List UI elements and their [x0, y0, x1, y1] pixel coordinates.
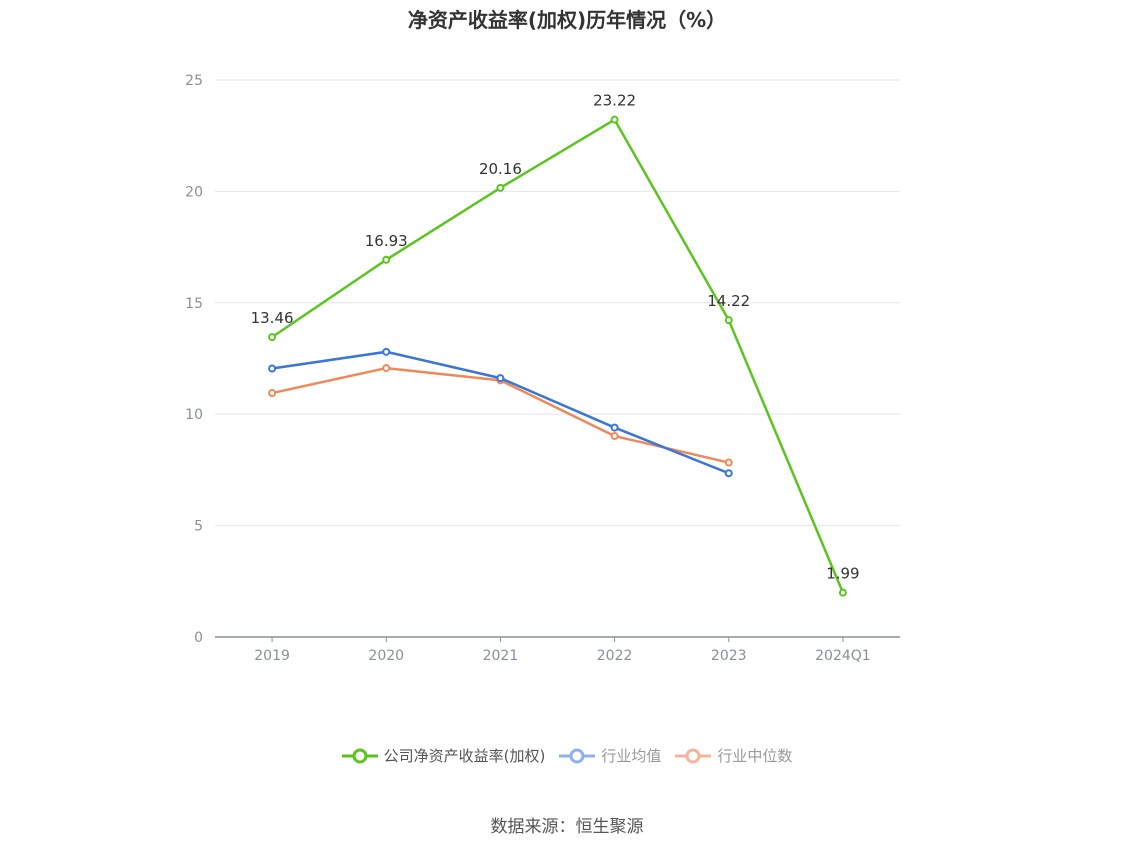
y-tick-label: 0: [194, 630, 203, 646]
data-point: [610, 432, 619, 441]
data-label: 1.99: [826, 565, 859, 583]
data-label: 23.22: [593, 92, 636, 110]
y-tick-label: 25: [185, 73, 203, 89]
chart-title: 净资产收益率(加权)历年情况（%）: [407, 8, 727, 32]
y-tick-label: 5: [194, 519, 203, 535]
data-point: [838, 588, 847, 597]
data-point: [610, 423, 619, 432]
data-label: 20.16: [479, 160, 522, 178]
series-lines: [268, 115, 847, 597]
data-label: 13.46: [251, 309, 294, 327]
data-point: [496, 183, 505, 192]
legend-line-icon: [675, 748, 712, 763]
y-tick-label: 10: [185, 407, 203, 423]
legend-item-industry-median[interactable]: 行业中位数: [675, 745, 792, 766]
data-point: [724, 316, 733, 325]
legend-item-industry-mean[interactable]: 行业均值: [559, 745, 661, 766]
y-tick-label: 15: [185, 296, 203, 312]
legend: 公司净资产收益率(加权) 行业均值 行业中位数: [0, 745, 1134, 766]
axes: 0 5 10 15 20 25 2019 2020 2021 2022 2023 2024Q1: [185, 73, 900, 664]
data-point: [382, 255, 391, 264]
x-tick-label: 2024Q1: [815, 648, 871, 664]
data-label: 16.93: [365, 232, 408, 250]
x-tick-label: 2021: [483, 648, 519, 664]
legend-label: 行业均值: [601, 747, 662, 765]
legend-label: 公司净资产收益率(加权): [383, 747, 546, 765]
data-point: [724, 469, 733, 478]
legend-swatch-circle: [352, 748, 368, 763]
legend-swatch-circle: [685, 748, 701, 763]
x-tick-label: 2019: [254, 648, 290, 664]
data-source: 数据来源：恒生聚源: [490, 817, 644, 837]
data-point: [724, 458, 733, 467]
data-point: [268, 333, 277, 342]
x-tick-label: 2022: [597, 648, 633, 664]
series-line: [271, 350, 730, 475]
data-point: [610, 115, 619, 124]
legend-label: 行业中位数: [717, 747, 793, 765]
grid-lines: [215, 79, 900, 527]
legend-swatch-circle: [569, 748, 585, 763]
legend-line-icon: [559, 748, 596, 763]
y-tick-label: 20: [185, 184, 203, 200]
data-point: [496, 374, 505, 383]
data-point: [268, 364, 277, 373]
legend-item-company-roe[interactable]: 公司净资产收益率(加权): [341, 745, 546, 766]
data-point: [382, 364, 391, 373]
x-tick-label: 2020: [368, 648, 404, 664]
legend-line-icon: [341, 748, 378, 763]
data-point: [268, 389, 277, 398]
data-labels: 13.46 16.93 20.16 23.22 14.22 1.99: [251, 92, 860, 583]
x-tick-label: 2023: [711, 648, 747, 664]
data-label: 14.22: [707, 292, 750, 310]
data-point: [382, 347, 391, 356]
series-line: [271, 117, 845, 594]
